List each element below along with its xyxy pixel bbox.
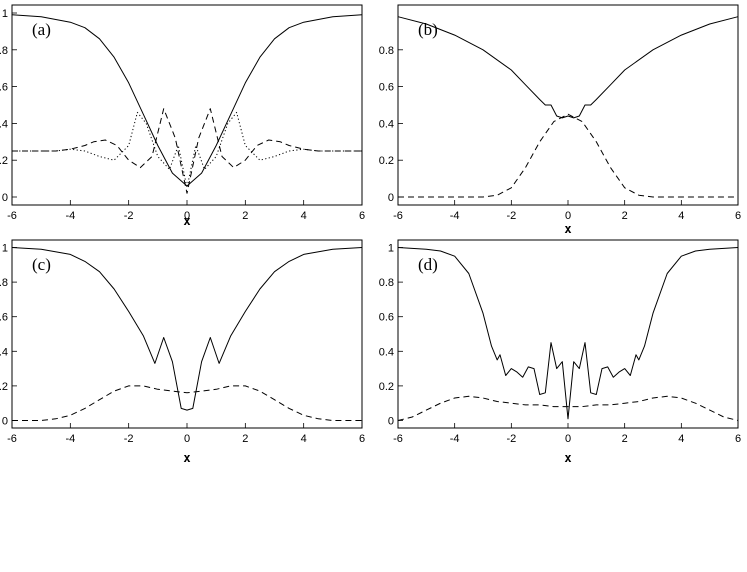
chart-1-series-solid <box>397 16 739 119</box>
chart-1-xtick-label: 0 <box>565 210 571 222</box>
chart-2-xtick-label: 2 <box>242 433 248 445</box>
chart-0-ytick-label: 1 <box>2 8 8 20</box>
chart-3-xtick-label: 6 <box>735 433 741 445</box>
chart-1-xtick-label: 6 <box>735 210 741 222</box>
chart-3-ytick-label: 0 <box>388 415 394 427</box>
chart-0-ytick-label: 0.4 <box>0 118 8 130</box>
chart-2-series-dashed <box>12 385 362 421</box>
chart-0-ytick-label: 0.8 <box>0 45 8 57</box>
chart-2-frame <box>11 239 363 429</box>
chart-3-xtick-label: -4 <box>450 433 460 445</box>
chart-2-ytick-label: 0.4 <box>0 346 8 358</box>
chart-3-xtick-label: -6 <box>393 433 403 445</box>
chart-1-ytick-label: 0.8 <box>379 45 394 57</box>
chart-0-xtick-label: 2 <box>242 210 248 222</box>
chart-0-ytick-label: 0 <box>2 192 8 204</box>
chart-2-xtick-label: -6 <box>7 433 17 445</box>
chart-2-xtick-label: 6 <box>359 433 365 445</box>
panel-b: -6 -4 -2 0 2 4 6 0 0.2 0.4 0.6 0.8 x (b) <box>379 4 741 236</box>
chart-1-xtick-label: 2 <box>622 210 628 222</box>
chart-1-xtick-label: -6 <box>393 210 403 222</box>
chart-3-xtick-label: -2 <box>506 433 516 445</box>
chart-2-xtick-label: 0 <box>184 433 190 445</box>
chart-0-xlabel: x <box>183 214 190 228</box>
chart-2-panel-label: (c) <box>32 255 51 274</box>
chart-2-ytick-label: 0.8 <box>0 277 8 289</box>
chart-3-series-dashed <box>397 395 739 421</box>
chart-0-ytick-label: 0.6 <box>0 82 8 94</box>
chart-3-panel-label: (d) <box>418 255 438 274</box>
chart-3-ytick-label: 0.6 <box>379 312 394 324</box>
panel-a: -6 -4 -2 0 2 4 6 0 0.2 0.4 0.6 0.8 1 x (a) <box>0 4 365 228</box>
chart-1-ytick-label: 0.2 <box>379 155 394 167</box>
chart-3-ytick-label: 1 <box>388 243 394 255</box>
chart-1-ytick-label: 0.6 <box>379 82 394 94</box>
chart-2-ytick-label: 0.6 <box>0 312 8 324</box>
chart-0-xtick-label: 0 <box>184 210 190 222</box>
chart-0-xtick-label: -2 <box>124 210 134 222</box>
chart-2-xtick-label: -4 <box>65 433 75 445</box>
chart-3-xtick-label: 4 <box>678 433 684 445</box>
chart-1-xtick-label: -2 <box>506 210 516 222</box>
chart-1-frame <box>397 4 739 206</box>
chart-3-xtick-label: 2 <box>622 433 628 445</box>
chart-0-series-solid <box>11 14 363 187</box>
chart-3-ytick-label: 0.4 <box>379 346 394 358</box>
chart-2-ytick-label: 0 <box>2 415 8 427</box>
chart-0-xtick-label: -4 <box>65 210 75 222</box>
chart-3-xlabel: x <box>564 451 571 465</box>
chart-1-ytick-label: 0 <box>388 192 394 204</box>
chart-2-xtick-label: 4 <box>301 433 307 445</box>
chart-0-series-dashed <box>12 108 362 194</box>
chart-1-xlabel: x <box>564 222 571 236</box>
chart-2-ytick-label: 0.2 <box>0 381 8 393</box>
chart-1-xtick-label: -4 <box>450 210 460 222</box>
panel-c: -6 -4 -2 0 2 4 6 0 0.2 0.4 0.6 0.8 1 x (c) <box>0 239 365 465</box>
chart-3-xtick-label: 0 <box>565 433 571 445</box>
chart-2-xlabel: x <box>183 451 190 465</box>
chart-0-xtick-label: -6 <box>7 210 17 222</box>
chart-0-xtick-label: 6 <box>359 210 365 222</box>
chart-3-ytick-label: 0.2 <box>379 381 394 393</box>
chart-0-frame <box>11 4 363 206</box>
chart-2-xtick-label: -2 <box>124 433 134 445</box>
chart-1-xtick-label: 4 <box>678 210 684 222</box>
chart-0-xtick-label: 4 <box>301 210 307 222</box>
chart-3-series-solid <box>397 247 739 420</box>
chart-2-ytick-label: 1 <box>2 243 8 255</box>
panel-d: -6 -4 -2 0 2 4 6 0 0.2 0.4 0.6 0.8 1 x (d) <box>379 239 741 465</box>
chart-1-ytick-label: 0.4 <box>379 118 394 130</box>
chart-1-series-dashed <box>398 113 738 198</box>
chart-2-series-solid <box>11 247 363 411</box>
chart-0-ytick-label: 0.2 <box>0 155 8 167</box>
chart-3-ytick-label: 0.8 <box>379 277 394 289</box>
chart-1-panel-label: (b) <box>418 20 438 39</box>
chart-0-panel-label: (a) <box>32 20 51 39</box>
